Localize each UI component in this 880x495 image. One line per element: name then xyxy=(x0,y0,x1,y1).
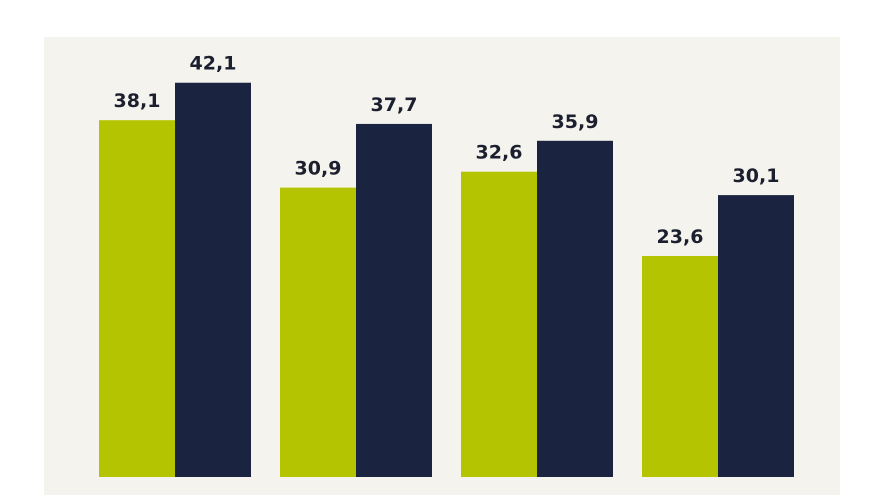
bar-series1-group1 xyxy=(99,120,175,478)
value-label-series1-group3: 32,6 xyxy=(476,142,523,164)
value-label-series2-group3: 35,9 xyxy=(552,111,599,133)
value-label-series2-group4: 30,1 xyxy=(733,165,780,187)
bar-series1-group3 xyxy=(461,171,537,478)
value-label-series1-group2: 30,9 xyxy=(295,158,342,180)
bar-series1-group4 xyxy=(642,255,718,477)
bar-series2-group1 xyxy=(175,82,251,478)
value-label-series1-group1: 38,1 xyxy=(114,90,161,112)
bar-series2-group3 xyxy=(537,140,613,477)
bars-layer xyxy=(99,82,794,478)
bar-series2-group4 xyxy=(718,195,794,477)
value-label-series1-group4: 23,6 xyxy=(657,226,704,248)
bar-series1-group2 xyxy=(280,187,356,477)
value-label-series2-group1: 42,1 xyxy=(190,53,237,75)
bar-series2-group2 xyxy=(356,123,432,477)
value-label-series2-group2: 37,7 xyxy=(371,94,418,116)
value-labels-layer: 38,1 42,1 30,9 37,7 32,6 35,9 23,6 30,1 xyxy=(114,53,780,248)
